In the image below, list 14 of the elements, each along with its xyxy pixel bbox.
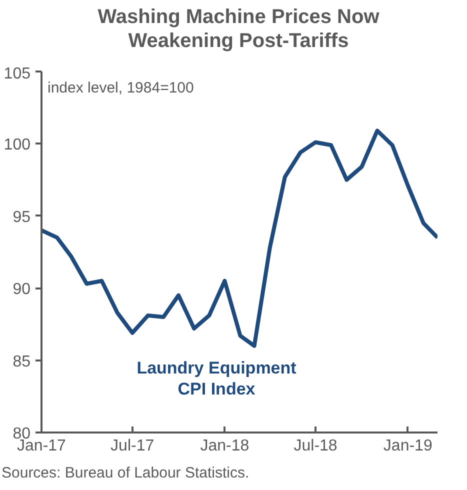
x-tick-label: Jan-19 (383, 438, 432, 454)
y-tick-label: 100 (4, 136, 31, 154)
y-axis-title: index level, 1984=100 (48, 80, 194, 96)
line-series (42, 128, 438, 348)
x-tick-label: Jul-17 (110, 438, 154, 454)
chart-title: Washing Machine Prices Now Weakening Post-Tariffs (98, 5, 380, 53)
source-note: Sources: Bureau of Labour Statistics. (2, 464, 250, 482)
x-tick-label: Jul-18 (294, 438, 338, 454)
y-tick-label: 95 (12, 208, 31, 226)
x-tick-label: Jan-18 (200, 438, 250, 454)
y-tick-label: 90 (12, 281, 31, 298)
y-tick-label: 85 (12, 353, 31, 370)
series-label: Laundry Equipment CPI Index (136, 358, 297, 398)
y-tick-label: 105 (4, 66, 31, 82)
